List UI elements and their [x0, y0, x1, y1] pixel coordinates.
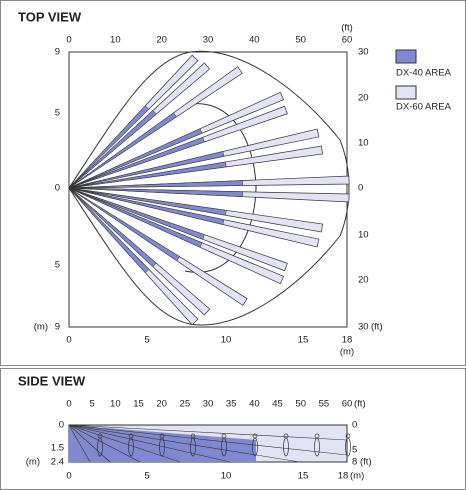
person-head [128, 433, 134, 439]
person-head [283, 433, 289, 439]
dx40-outline [184, 103, 257, 273]
legend-swatch-dx40 [395, 49, 417, 64]
side-dx40-area [69, 425, 256, 462]
axis-label: (ft) [354, 399, 366, 410]
dx40-beam [68, 112, 177, 189]
detection-ray [68, 424, 111, 463]
person-head [159, 433, 165, 439]
axis-label: 15 [298, 335, 309, 346]
axis-label: 10 [221, 335, 232, 346]
axis-label: 9 [55, 47, 60, 58]
axis-label: 55 [319, 399, 330, 410]
side-title: SIDE VIEW [18, 373, 86, 388]
axis-label: 0 [66, 399, 71, 410]
person-head [221, 433, 227, 439]
dx40-beam [68, 187, 243, 197]
axis-label: 20 [358, 93, 369, 104]
dx40-beam [68, 187, 225, 225]
dx40-beam [68, 187, 203, 248]
axis-label: (ft) [371, 322, 383, 333]
dx60-outline [68, 50, 350, 326]
axis-label: 30 [358, 47, 369, 58]
axis-label: 20 [156, 35, 167, 46]
axis-label: 40 [249, 35, 260, 46]
axis-label: 9 [55, 322, 60, 333]
axis-label: 1.5 [51, 443, 64, 454]
axis-label: 20 [156, 399, 167, 410]
axis-label: 0 [55, 183, 60, 194]
axis-label: 5 [55, 108, 60, 119]
axis-label: 5 [352, 445, 357, 456]
axis-label: 8 [352, 457, 357, 468]
dx40-beam [68, 110, 157, 189]
axis-label: 18 [338, 471, 349, 482]
axis-label: 5 [144, 335, 149, 346]
legend-label: DX-60 AREA [396, 102, 452, 113]
dx40-beam [68, 151, 225, 189]
axis-label: 10 [110, 399, 121, 410]
axis-label: 0 [358, 183, 363, 194]
axis-label: (ft) [360, 457, 372, 468]
dx40-beam [68, 128, 203, 189]
dx40-beam [68, 187, 227, 216]
axis-label: 0 [66, 335, 71, 346]
detection-ray [68, 424, 348, 456]
axis-label: (m) [26, 457, 40, 468]
legend-swatch-dx60 [395, 85, 417, 100]
axis-label: 30 [203, 399, 214, 410]
axis-label: 25 [180, 399, 191, 410]
axis-label: 60 [342, 35, 353, 46]
dx40-beam [68, 187, 157, 268]
axis-label: 30 [203, 35, 214, 46]
person-head [97, 433, 103, 439]
axis-label: (m) [350, 471, 364, 482]
dx40-beam [68, 105, 150, 189]
axis-label: 15 [133, 399, 144, 410]
dx40-beam [68, 187, 180, 262]
axis-label: (ft) [341, 23, 353, 34]
axis-label: 0 [59, 420, 64, 431]
axis-label: 10 [221, 471, 232, 482]
person-head [345, 433, 351, 439]
axis-label: 30 [358, 322, 369, 333]
axis-label: 20 [358, 275, 369, 286]
axis-label: 10 [110, 35, 121, 46]
axis-label: 60 [342, 399, 353, 410]
axis-label: 40 [249, 399, 260, 410]
axis-label: 2.4 [51, 457, 64, 468]
dx40-beam [68, 161, 227, 189]
person-head [190, 433, 196, 439]
person-head [252, 433, 258, 439]
detection-ray [68, 424, 301, 463]
axis-label: 5 [55, 260, 60, 271]
dx40-beam [68, 187, 150, 274]
axis-label: (m) [34, 322, 48, 333]
dx40-beam [68, 136, 205, 189]
axis-label: (m) [340, 347, 354, 358]
detection-ray [68, 424, 231, 463]
axis-label: 0 [66, 471, 71, 482]
axis-label: 0 [352, 420, 357, 431]
axis-label: 10 [358, 138, 369, 149]
legend-label: DX-40 AREA [396, 68, 452, 79]
detection-ray [68, 424, 141, 463]
dx40-beam [68, 187, 205, 240]
axis-label: 0 [66, 35, 71, 46]
axis-label: 18 [342, 335, 353, 346]
axis-label: 15 [298, 471, 309, 482]
axis-label: 50 [295, 399, 306, 410]
dx40-beam [68, 180, 243, 189]
axis-label: 35 [226, 399, 237, 410]
axis-label: 10 [358, 230, 369, 241]
detection-ray [68, 424, 91, 463]
axis-label: 5 [144, 471, 149, 482]
person-head [314, 433, 320, 439]
axis-label: 50 [295, 35, 306, 46]
top-title: TOP VIEW [18, 9, 82, 24]
detection-ray [68, 424, 348, 441]
axis-label: 5 [90, 399, 95, 410]
axis-label: 45 [272, 399, 283, 410]
